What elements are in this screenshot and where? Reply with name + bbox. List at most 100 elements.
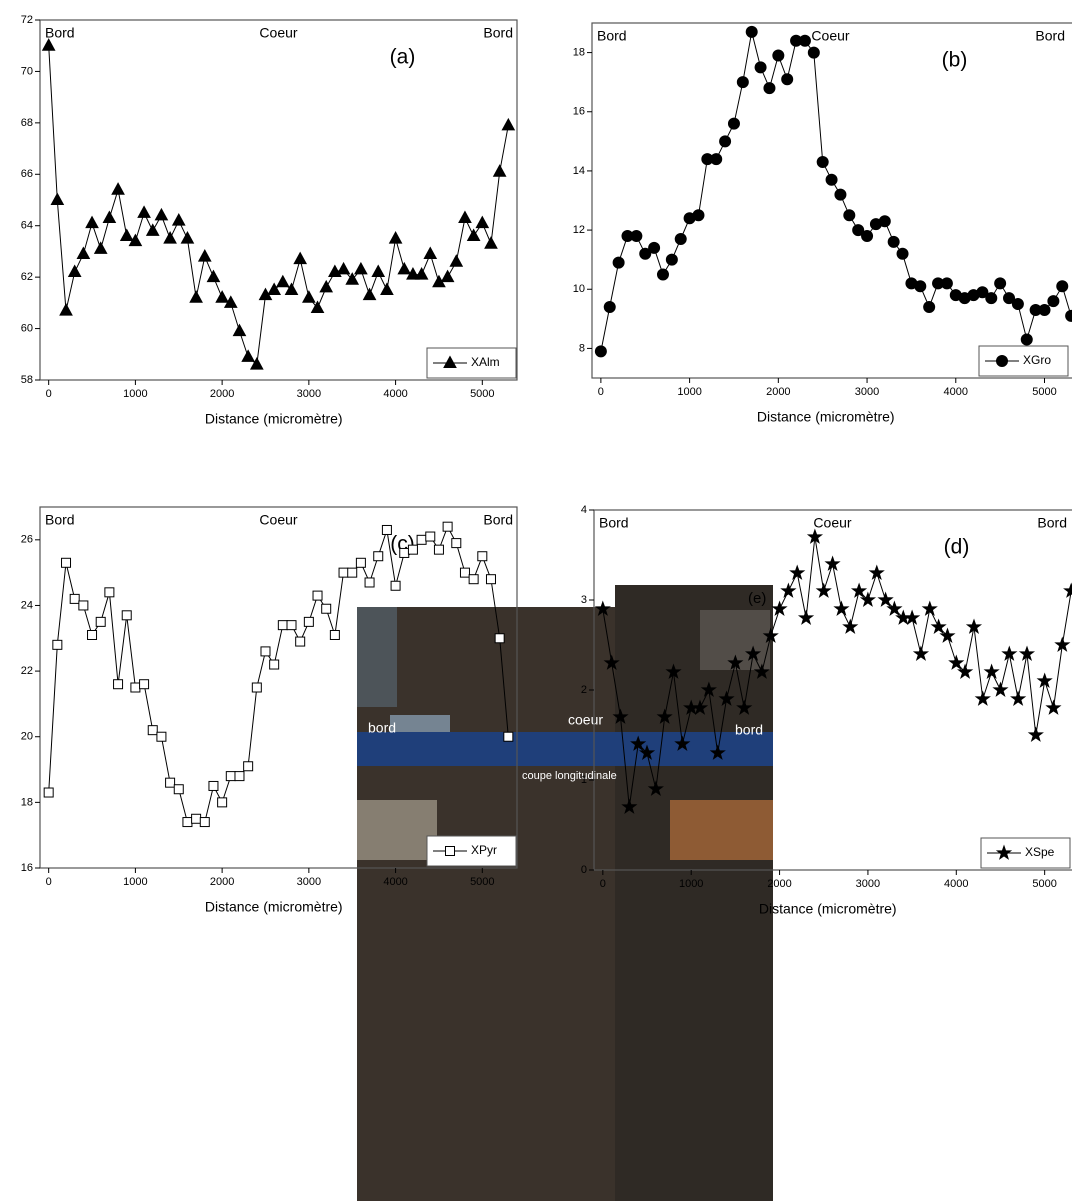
crystal <box>357 607 397 707</box>
marker <box>416 534 427 545</box>
panel-label: (b) <box>942 49 968 72</box>
marker <box>1010 690 1027 706</box>
series-line <box>48 45 509 366</box>
y-tick-label: 58 <box>21 374 33 386</box>
plot-frame <box>39 19 518 381</box>
marker <box>397 261 412 275</box>
marker <box>295 636 306 647</box>
marker <box>52 639 63 650</box>
marker <box>674 735 691 751</box>
x-tick-label: 1000 <box>679 878 703 890</box>
marker <box>771 600 788 616</box>
marker <box>267 282 282 295</box>
marker <box>130 682 141 693</box>
marker <box>414 267 429 280</box>
marker <box>754 61 767 74</box>
marker <box>1020 333 1033 346</box>
marker <box>347 567 358 578</box>
marker <box>923 301 936 313</box>
marker <box>50 192 65 205</box>
marker <box>451 538 462 549</box>
marker <box>182 817 193 828</box>
x-axis-label: Distance (micromètre) <box>205 899 343 915</box>
marker <box>824 555 841 571</box>
marker <box>1027 726 1044 742</box>
marker <box>1018 645 1036 661</box>
marker <box>215 290 229 303</box>
photo: (e) bord coeur bord coupe longitudinale <box>357 585 773 1201</box>
marker <box>119 228 134 241</box>
marker <box>762 627 779 643</box>
marker <box>603 654 620 670</box>
marker <box>985 292 998 305</box>
marker <box>275 274 290 288</box>
marker <box>763 82 776 95</box>
marker <box>399 547 410 558</box>
marker <box>594 600 611 616</box>
x-tick-label: 0 <box>598 386 604 398</box>
marker <box>345 272 360 285</box>
marker <box>165 777 176 788</box>
x-tick-label: 3000 <box>855 386 879 398</box>
marker <box>199 817 210 828</box>
marker <box>425 531 436 542</box>
marker <box>691 699 709 715</box>
marker <box>284 282 299 295</box>
section-band <box>357 732 773 766</box>
marker <box>232 323 247 337</box>
marker <box>380 282 394 295</box>
marker <box>674 232 687 245</box>
marker <box>833 600 850 616</box>
photo-left <box>357 607 617 1201</box>
marker <box>914 280 927 293</box>
marker <box>41 38 56 51</box>
plot-frame <box>39 506 518 869</box>
marker <box>191 813 202 824</box>
x-axis-label: Distance (micromètre) <box>759 901 897 917</box>
legend-label: XSpe <box>1025 845 1055 859</box>
marker <box>364 577 375 588</box>
marker <box>121 610 132 621</box>
marker <box>638 744 656 760</box>
x-axis-label: Distance (micromètre) <box>205 411 343 427</box>
marker <box>647 780 664 796</box>
marker <box>727 654 744 670</box>
annotation: Bord <box>483 25 513 41</box>
legend-label: XGro <box>1023 353 1051 367</box>
x-tick-label: 1000 <box>677 386 701 398</box>
marker <box>355 557 366 568</box>
marker <box>816 156 829 169</box>
marker <box>948 654 965 670</box>
marker <box>354 261 368 275</box>
marker <box>223 295 238 308</box>
marker <box>648 241 661 254</box>
marker <box>859 591 877 607</box>
marker <box>744 645 762 661</box>
marker <box>180 231 195 244</box>
marker <box>921 600 938 616</box>
y-tick-label: 18 <box>21 796 33 808</box>
crystal <box>357 800 437 860</box>
annotation: Coeur <box>259 512 297 528</box>
marker <box>293 251 308 265</box>
marker <box>807 46 820 59</box>
marker <box>433 544 444 555</box>
marker <box>878 215 891 228</box>
y-tick-label: 72 <box>21 14 33 26</box>
marker <box>440 269 455 283</box>
marker <box>312 590 323 601</box>
x-tick-label: 5000 <box>1032 386 1056 398</box>
marker <box>1045 699 1062 715</box>
marker <box>234 771 245 782</box>
marker <box>718 690 735 706</box>
marker <box>336 261 351 275</box>
crystal <box>670 800 773 860</box>
marker <box>719 135 732 148</box>
marker <box>877 591 894 607</box>
marker <box>834 188 847 201</box>
marker <box>113 679 124 690</box>
marker <box>736 76 749 89</box>
marker <box>983 663 1000 679</box>
marker <box>139 679 150 690</box>
